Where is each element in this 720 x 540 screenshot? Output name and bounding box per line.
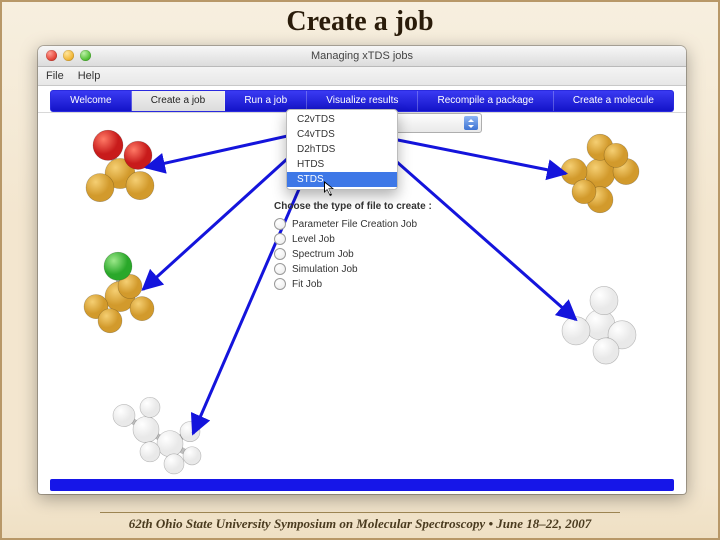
jobtype-header: Choose the type of file to create : <box>274 201 432 212</box>
slide-title: Create a job <box>2 6 718 38</box>
close-icon[interactable] <box>46 50 57 61</box>
mol-bottom-left <box>113 397 201 474</box>
jobtype-label: Simulation Job <box>292 264 358 275</box>
package-dropdown-area: STDS C2vTDSC4vTDSD2hTDSHTDSSTDS <box>286 113 482 133</box>
jobtype-fit-job[interactable]: Fit Job <box>274 278 432 290</box>
jobtype-spectrum-job[interactable]: Spectrum Job <box>274 248 432 260</box>
radio-icon <box>274 218 286 230</box>
jobtype-label: Level Job <box>292 234 335 245</box>
menu-file[interactable]: File <box>46 70 64 82</box>
package-option-d2htds[interactable]: D2hTDS <box>287 142 397 157</box>
annotation-arrow <box>146 133 300 167</box>
tab-create-a-molecule[interactable]: Create a molecule <box>554 91 673 111</box>
jobtype-simulation-job[interactable]: Simulation Job <box>274 263 432 275</box>
annotation-arrow <box>394 139 566 173</box>
window-titlebar: Managing xTDS jobs <box>38 46 686 67</box>
tab-recompile-a-package[interactable]: Recompile a package <box>418 91 553 111</box>
package-option-c4vtds[interactable]: C4vTDS <box>287 127 397 142</box>
radio-icon <box>274 278 286 290</box>
mol-mid-left <box>84 252 154 333</box>
mol-mid-right <box>562 286 636 364</box>
package-popup: C2vTDSC4vTDSD2hTDSHTDSSTDS <box>286 109 398 190</box>
package-option-stds[interactable]: STDS <box>287 172 397 187</box>
menu-help[interactable]: Help <box>78 70 101 82</box>
jobtype-parameter-file-creation-job[interactable]: Parameter File Creation Job <box>274 218 432 230</box>
minimize-icon[interactable] <box>63 50 74 61</box>
radio-icon <box>274 233 286 245</box>
tab-welcome[interactable]: Welcome <box>51 91 132 111</box>
jobtype-label: Spectrum Job <box>292 249 354 260</box>
traffic-lights <box>46 50 91 61</box>
tab-visualize-results[interactable]: Visualize results <box>307 91 418 111</box>
cursor-icon <box>324 181 336 197</box>
chevron-updown-icon <box>468 125 474 128</box>
app-window: Managing xTDS jobs File Help WelcomeCrea… <box>38 46 686 494</box>
zoom-icon[interactable] <box>80 50 91 61</box>
radio-icon <box>274 248 286 260</box>
package-option-c2vtds[interactable]: C2vTDS <box>287 112 397 127</box>
tab-run-a-job[interactable]: Run a job <box>225 91 307 111</box>
window-title: Managing xTDS jobs <box>38 46 686 66</box>
menubar: File Help <box>38 67 686 86</box>
slide: Create a job Managing xTDS jobs File Hel… <box>0 0 720 540</box>
jobtype-label: Fit Job <box>292 279 322 290</box>
mol-top-right <box>561 134 639 213</box>
slide-footer: 62th Ohio State University Symposium on … <box>2 512 718 532</box>
jobtype-level-job[interactable]: Level Job <box>274 233 432 245</box>
jobtype-panel: Choose the type of file to create : Para… <box>274 201 432 293</box>
content-area: STDS C2vTDSC4vTDSD2hTDSHTDSSTDS Choose t… <box>38 112 686 476</box>
radio-icon <box>274 263 286 275</box>
package-option-htds[interactable]: HTDS <box>287 157 397 172</box>
tab-create-a-job[interactable]: Create a job <box>132 91 226 111</box>
bottom-bar <box>50 479 674 491</box>
jobtype-label: Parameter File Creation Job <box>292 219 417 230</box>
mol-top-left <box>86 130 154 202</box>
